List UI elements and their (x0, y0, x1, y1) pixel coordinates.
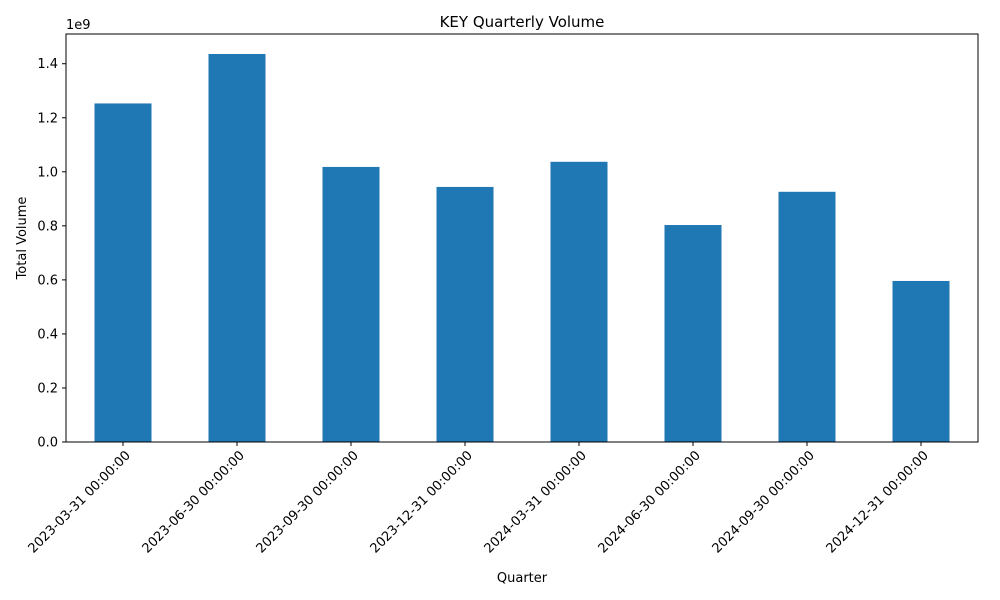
y-tick-label-7: 1.4 (37, 57, 58, 72)
bar-2 (322, 166, 380, 442)
y-tick-label-2: 0.4 (37, 327, 58, 342)
chart-title: KEY Quarterly Volume (440, 13, 605, 31)
bar-7 (892, 280, 950, 442)
y-tick-label-3: 0.6 (37, 273, 58, 288)
y-axis-label: Total Volume (15, 197, 30, 281)
y-tick-label-4: 0.8 (37, 219, 58, 234)
y-axis-scale-label: 1e9 (66, 18, 91, 33)
plot-frame (65, 33, 979, 443)
bars-group (94, 53, 950, 443)
bar-6 (778, 191, 836, 442)
y-tick-label-1: 0.2 (37, 381, 58, 396)
x-axis-label: Quarter (497, 571, 548, 586)
y-tick-label-6: 1.2 (37, 111, 58, 126)
bar-3 (436, 186, 494, 442)
bar-0 (94, 103, 152, 442)
bar-1 (208, 53, 266, 443)
y-axis-ticks: 0.0 0.2 0.4 0.6 0.8 1.0 1.2 1.4 (37, 57, 66, 451)
bar-5 (664, 225, 722, 442)
y-tick-label-5: 1.0 (37, 165, 58, 180)
y-tick-label-0: 0.0 (37, 436, 58, 451)
bar-4 (550, 161, 608, 443)
